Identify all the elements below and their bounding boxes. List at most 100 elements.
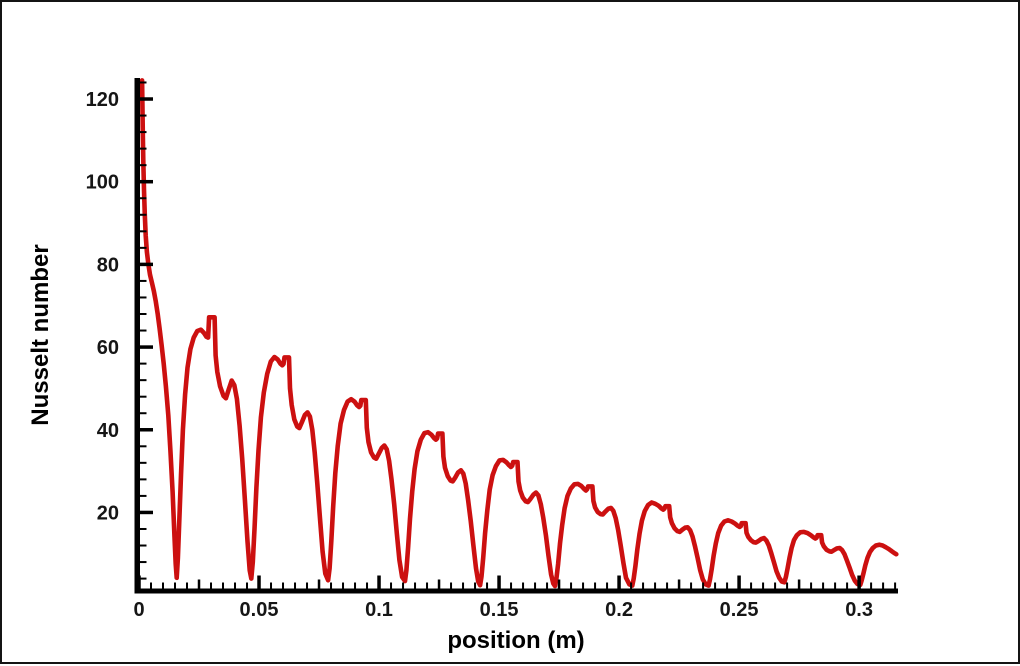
x-axis-minor-tick bbox=[582, 582, 585, 590]
x-axis-minor-tick bbox=[510, 582, 513, 590]
x-axis-minor-tick bbox=[894, 582, 897, 590]
x-axis-major-tick bbox=[737, 575, 741, 590]
x-axis-minor-tick bbox=[282, 582, 285, 590]
x-axis-tick-label: 0.15 bbox=[480, 599, 519, 621]
y-axis-minor-tick bbox=[138, 527, 147, 530]
x-axis-minor-tick bbox=[294, 582, 297, 590]
y-axis-tick-label: 120 bbox=[86, 89, 119, 111]
x-axis-minor-tick bbox=[186, 582, 189, 590]
x-axis-minor-tick bbox=[522, 582, 525, 590]
y-axis-minor-tick bbox=[138, 81, 147, 84]
x-axis-minor-tick bbox=[210, 582, 213, 590]
x-axis-minor-tick bbox=[306, 582, 309, 590]
x-axis-minor-tick bbox=[462, 582, 465, 590]
x-axis-minor-tick bbox=[654, 582, 657, 590]
x-axis-major-tick bbox=[617, 575, 621, 590]
y-axis-minor-tick bbox=[138, 147, 147, 150]
x-axis-major-tick bbox=[257, 575, 261, 590]
y-axis-major-tick bbox=[138, 97, 153, 101]
nusselt-curve bbox=[139, 78, 899, 589]
x-axis-minor-tick bbox=[354, 582, 357, 590]
x-axis-tick-label: 0.1 bbox=[365, 599, 393, 621]
y-axis-tick-label: 100 bbox=[86, 172, 119, 194]
x-axis-major-tick bbox=[857, 575, 861, 590]
x-axis-major-tick bbox=[377, 575, 381, 590]
y-axis-minor-tick bbox=[138, 313, 147, 316]
x-axis-minor-tick bbox=[546, 582, 549, 590]
y-axis-minor-tick bbox=[138, 412, 147, 415]
x-axis-minor-tick bbox=[870, 582, 873, 590]
x-axis-medium-tick bbox=[677, 579, 681, 590]
x-axis-minor-tick bbox=[762, 582, 765, 590]
x-axis-minor-tick bbox=[390, 582, 393, 590]
y-axis-minor-tick bbox=[138, 197, 147, 200]
x-axis-medium-tick bbox=[437, 579, 441, 590]
x-axis-minor-tick bbox=[234, 582, 237, 590]
x-axis-minor-tick bbox=[702, 582, 705, 590]
y-axis-minor-tick bbox=[138, 577, 147, 580]
x-axis-minor-tick bbox=[174, 582, 177, 590]
y-axis-minor-tick bbox=[138, 494, 147, 497]
y-axis-minor-tick bbox=[138, 362, 147, 365]
y-axis-minor-tick bbox=[138, 230, 147, 233]
x-axis-minor-tick bbox=[570, 582, 573, 590]
x-axis-minor-tick bbox=[162, 582, 165, 590]
y-axis-tick-label: 60 bbox=[97, 337, 119, 359]
y-axis-minor-tick bbox=[138, 329, 147, 332]
y-axis-major-tick bbox=[138, 179, 153, 184]
y-axis-minor-tick bbox=[138, 461, 147, 464]
x-axis-minor-tick bbox=[630, 582, 633, 590]
x-axis-major-tick bbox=[137, 575, 141, 590]
x-axis-minor-tick bbox=[270, 582, 273, 590]
x-axis-minor-tick bbox=[690, 582, 693, 590]
x-axis-minor-tick bbox=[486, 582, 489, 590]
x-axis-tick-label: 0.3 bbox=[845, 599, 873, 621]
x-axis-minor-tick bbox=[822, 582, 825, 590]
x-axis-minor-tick bbox=[366, 582, 369, 590]
y-axis-title: Nusselt number bbox=[27, 244, 54, 425]
x-axis-medium-tick bbox=[317, 579, 321, 590]
x-axis-minor-tick bbox=[246, 582, 249, 590]
x-axis-minor-tick bbox=[786, 582, 789, 590]
x-axis-tick-label: 0 bbox=[133, 599, 144, 621]
x-axis-minor-tick bbox=[726, 582, 729, 590]
y-axis-minor-tick bbox=[138, 131, 147, 134]
y-axis-major-tick bbox=[138, 262, 153, 267]
x-axis-major-tick bbox=[497, 575, 501, 590]
x-axis-tick-label: 0.2 bbox=[605, 599, 633, 621]
y-axis-minor-tick bbox=[138, 478, 147, 481]
y-axis-minor-tick bbox=[138, 279, 147, 282]
x-axis-minor-tick bbox=[666, 582, 669, 590]
y-axis-major-tick bbox=[138, 345, 153, 349]
x-axis-minor-tick bbox=[642, 582, 645, 590]
x-axis-minor-tick bbox=[834, 582, 837, 590]
y-axis-minor-tick bbox=[138, 114, 147, 117]
y-axis-minor-tick bbox=[138, 379, 147, 382]
x-axis-minor-tick bbox=[606, 582, 609, 590]
y-axis-major-tick bbox=[138, 428, 153, 432]
x-axis-minor-tick bbox=[774, 582, 777, 590]
x-axis-minor-tick bbox=[330, 582, 333, 590]
x-axis-minor-tick bbox=[810, 582, 813, 590]
x-axis-medium-tick bbox=[557, 579, 561, 590]
x-axis-minor-tick bbox=[846, 582, 849, 590]
x-axis-medium-tick bbox=[797, 579, 801, 590]
x-axis-minor-tick bbox=[450, 582, 453, 590]
y-axis-minor-tick bbox=[138, 246, 147, 249]
y-axis-major-tick bbox=[138, 510, 153, 515]
y-axis-minor-tick bbox=[138, 213, 147, 216]
y-axis-minor-tick bbox=[138, 296, 147, 299]
x-axis-minor-tick bbox=[414, 582, 417, 590]
x-axis-minor-tick bbox=[750, 582, 753, 590]
y-axis-minor-tick bbox=[138, 395, 147, 398]
x-axis-minor-tick bbox=[474, 582, 477, 590]
x-axis-minor-tick bbox=[402, 582, 405, 590]
y-axis-minor-tick bbox=[138, 445, 147, 448]
x-axis-title: position (m) bbox=[447, 627, 584, 654]
y-axis-line bbox=[134, 78, 140, 594]
x-axis-line bbox=[134, 588, 898, 594]
x-axis-minor-tick bbox=[534, 582, 537, 590]
y-axis-tick-label: 80 bbox=[97, 254, 119, 276]
